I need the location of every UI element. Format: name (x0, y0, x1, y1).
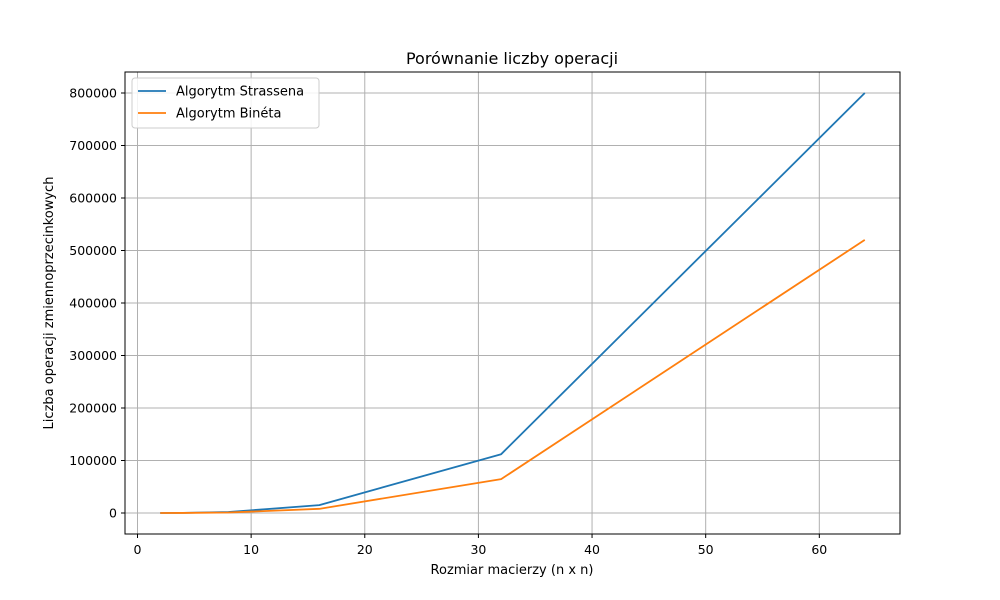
y-tick-label: 700000 (69, 138, 117, 153)
legend-label: Algorytm Binéta (176, 107, 281, 122)
y-tick-label: 600000 (69, 191, 117, 206)
grid-lines (125, 72, 900, 534)
x-tick-label: 30 (470, 542, 486, 557)
y-tick-label: 0 (109, 506, 117, 521)
y-tick-label: 300000 (69, 348, 117, 363)
x-tick-label: 10 (243, 542, 259, 557)
x-axis-label: Rozmiar macierzy (n x n) (431, 563, 594, 578)
x-tick-label: 20 (357, 542, 373, 557)
legend-label: Algorytm Strassena (176, 85, 304, 100)
y-tick-label: 200000 (69, 401, 117, 416)
chart-title: Porównanie liczby operacji (406, 49, 618, 68)
y-tick-label: 500000 (69, 243, 117, 258)
y-axis-ticks: 0 100000 200000 300000 400000 500000 600000 700… (69, 86, 125, 521)
x-tick-label: 50 (698, 542, 714, 557)
y-axis-label: Liczba operacji zmiennoprzecinkowych (42, 177, 57, 430)
legend: Algorytm Strassena Algorytm Binéta (131, 77, 320, 129)
x-axis-ticks: 0 10 20 30 40 50 60 (134, 534, 827, 557)
x-tick-label: 60 (811, 542, 827, 557)
series-line-algorytm-bineta (160, 239, 866, 514)
y-tick-label: 400000 (69, 296, 117, 311)
y-tick-label: 800000 (69, 86, 117, 101)
x-tick-label: 0 (134, 542, 142, 557)
x-tick-label: 40 (584, 542, 600, 557)
legend-box (131, 77, 320, 129)
y-tick-label: 100000 (69, 453, 117, 468)
series-lines (160, 92, 866, 514)
